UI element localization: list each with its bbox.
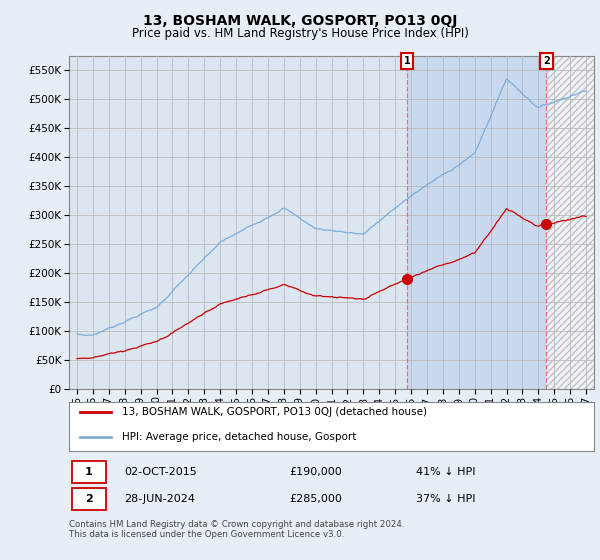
FancyBboxPatch shape bbox=[71, 460, 106, 483]
Text: 41% ↓ HPI: 41% ↓ HPI bbox=[415, 466, 475, 477]
Bar bbox=[407, 56, 546, 389]
Bar bbox=[546, 53, 594, 389]
Text: 28-JUN-2024: 28-JUN-2024 bbox=[124, 494, 195, 505]
Text: 13, BOSHAM WALK, GOSPORT, PO13 0QJ: 13, BOSHAM WALK, GOSPORT, PO13 0QJ bbox=[143, 14, 457, 28]
Text: £190,000: £190,000 bbox=[290, 466, 342, 477]
Text: 37% ↓ HPI: 37% ↓ HPI bbox=[415, 494, 475, 505]
Text: 1: 1 bbox=[85, 466, 93, 477]
Text: Price paid vs. HM Land Registry's House Price Index (HPI): Price paid vs. HM Land Registry's House … bbox=[131, 27, 469, 40]
Text: 1: 1 bbox=[404, 56, 410, 66]
Text: 2: 2 bbox=[85, 494, 93, 505]
FancyBboxPatch shape bbox=[71, 488, 106, 511]
Text: £285,000: £285,000 bbox=[290, 494, 343, 505]
Text: 2: 2 bbox=[543, 56, 550, 66]
Text: Contains HM Land Registry data © Crown copyright and database right 2024.
This d: Contains HM Land Registry data © Crown c… bbox=[69, 520, 404, 539]
Text: 02-OCT-2015: 02-OCT-2015 bbox=[124, 466, 197, 477]
Text: HPI: Average price, detached house, Gosport: HPI: Average price, detached house, Gosp… bbox=[121, 432, 356, 442]
Text: 13, BOSHAM WALK, GOSPORT, PO13 0QJ (detached house): 13, BOSHAM WALK, GOSPORT, PO13 0QJ (deta… bbox=[121, 407, 427, 417]
